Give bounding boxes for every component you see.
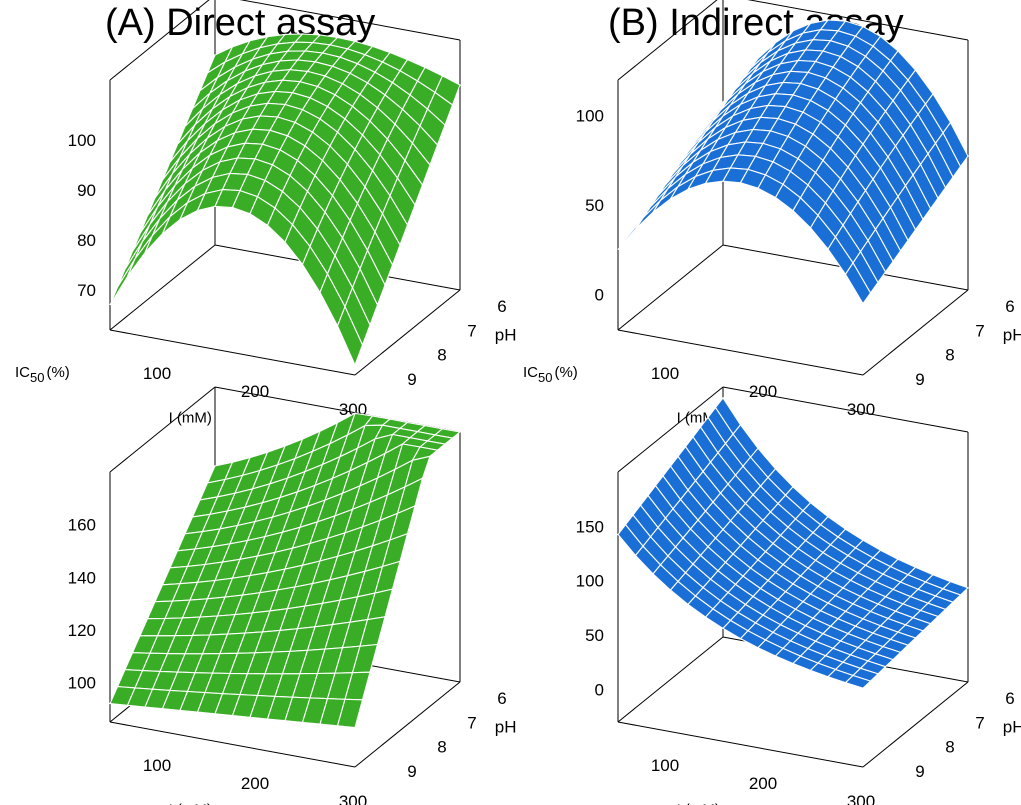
axis-frame-edge bbox=[354, 681, 461, 768]
z-tick-label: 150 bbox=[576, 517, 604, 536]
y-tick-label: 9 bbox=[407, 370, 416, 389]
surface-cell bbox=[844, 261, 872, 305]
z-tick-label: 120 bbox=[68, 621, 96, 640]
x-axis-label: I (mM) bbox=[169, 409, 212, 426]
z-axis-label-sub: 50 bbox=[538, 370, 552, 385]
axis-frame-edge bbox=[109, 244, 216, 331]
y-tick-label: 7 bbox=[467, 713, 476, 732]
surface-cell bbox=[635, 200, 661, 230]
y-tick-label: 6 bbox=[497, 297, 506, 316]
y-tick-label: 9 bbox=[407, 762, 416, 781]
z-axis-label-main: IC bbox=[15, 364, 30, 381]
y-tick-label: 6 bbox=[1005, 689, 1014, 708]
z-tick-label: 100 bbox=[68, 674, 96, 693]
z-tick-label: 80 bbox=[77, 231, 96, 250]
axis-frame-edge bbox=[862, 681, 969, 768]
z-axis-label-unit: (%) bbox=[46, 364, 69, 381]
x-tick-label: 200 bbox=[241, 774, 269, 793]
axis-frame-edge bbox=[109, 386, 216, 473]
z-tick-label: 50 bbox=[585, 196, 604, 215]
x-tick-label: 200 bbox=[241, 382, 269, 401]
axis-frame-edge bbox=[617, 721, 864, 768]
y-tick-label: 6 bbox=[1005, 297, 1014, 316]
z-axis-label: IC50 (%) bbox=[523, 364, 578, 385]
z-axis-label: IC50 (%) bbox=[15, 364, 70, 385]
y-axis-label: pH bbox=[495, 325, 517, 344]
z-tick-label: 100 bbox=[576, 572, 604, 591]
surface-plot-A-IC50: 100 120 140 160 IC50(%) 100 200 300 I (mM) 6 7 8 9 pH bbox=[15, 364, 516, 805]
y-tick-label: 7 bbox=[975, 321, 984, 340]
x-tick-label: 100 bbox=[651, 364, 679, 383]
x-tick-label: 300 bbox=[339, 792, 367, 805]
axis-frame-edge bbox=[617, 244, 724, 331]
z-tick-label: 50 bbox=[585, 626, 604, 645]
x-tick-label: 200 bbox=[749, 774, 777, 793]
x-tick-label: 100 bbox=[143, 756, 171, 775]
z-tick-label: 160 bbox=[68, 516, 96, 535]
y-tick-label: 8 bbox=[945, 738, 954, 757]
axis-frame-edge bbox=[617, 0, 718, 81]
z-axis-label-sub: 50 bbox=[30, 370, 44, 385]
axis-frame-edge bbox=[617, 329, 864, 376]
z-tick-label: 70 bbox=[77, 281, 96, 300]
x-axis-label: I (mM) bbox=[169, 801, 212, 805]
axis-frame-edge bbox=[747, 0, 969, 41]
y-tick-label: 7 bbox=[467, 321, 476, 340]
x-tick-label: 300 bbox=[847, 792, 875, 805]
y-tick-label: 9 bbox=[915, 762, 924, 781]
surface-cell bbox=[336, 305, 364, 367]
z-tick-label: 140 bbox=[68, 568, 96, 587]
axis-frame-edge bbox=[354, 289, 461, 376]
y-axis-label: pH bbox=[1003, 325, 1021, 344]
z-axis-label-unit: (%) bbox=[554, 364, 577, 381]
y-tick-label: 9 bbox=[915, 370, 924, 389]
surface-cell bbox=[109, 258, 136, 306]
x-tick-label: 100 bbox=[143, 364, 171, 383]
axis-frame-edge bbox=[239, 0, 461, 41]
y-tick-label: 6 bbox=[497, 689, 506, 708]
axis-frame-edge bbox=[617, 386, 724, 473]
axis-frame-edge bbox=[617, 636, 724, 723]
y-tick-label: 8 bbox=[437, 346, 446, 365]
z-tick-label: 0 bbox=[595, 680, 604, 699]
z-tick-label: 100 bbox=[68, 131, 96, 150]
z-axis-label-main: IC bbox=[523, 364, 538, 381]
axis-frame-edge bbox=[109, 329, 356, 376]
y-tick-label: 8 bbox=[437, 738, 446, 757]
surface-cell bbox=[336, 698, 364, 729]
y-tick-label: 7 bbox=[975, 713, 984, 732]
y-axis-label: pH bbox=[1003, 717, 1021, 736]
z-tick-label: 0 bbox=[595, 285, 604, 304]
x-tick-label: 300 bbox=[847, 400, 875, 419]
x-tick-label: 100 bbox=[651, 756, 679, 775]
axis-frame-edge bbox=[109, 0, 210, 81]
surface-cell bbox=[844, 674, 872, 689]
x-axis-label: I (mM) bbox=[677, 801, 720, 805]
axis-frame-edge bbox=[722, 386, 969, 433]
axis-frame-edge bbox=[862, 289, 969, 376]
y-axis-label: pH bbox=[495, 717, 517, 736]
z-tick-label: 100 bbox=[576, 107, 604, 126]
x-tick-label: 200 bbox=[749, 382, 777, 401]
y-tick-label: 8 bbox=[945, 346, 954, 365]
z-tick-label: 90 bbox=[77, 181, 96, 200]
axis-frame-edge bbox=[109, 721, 356, 768]
